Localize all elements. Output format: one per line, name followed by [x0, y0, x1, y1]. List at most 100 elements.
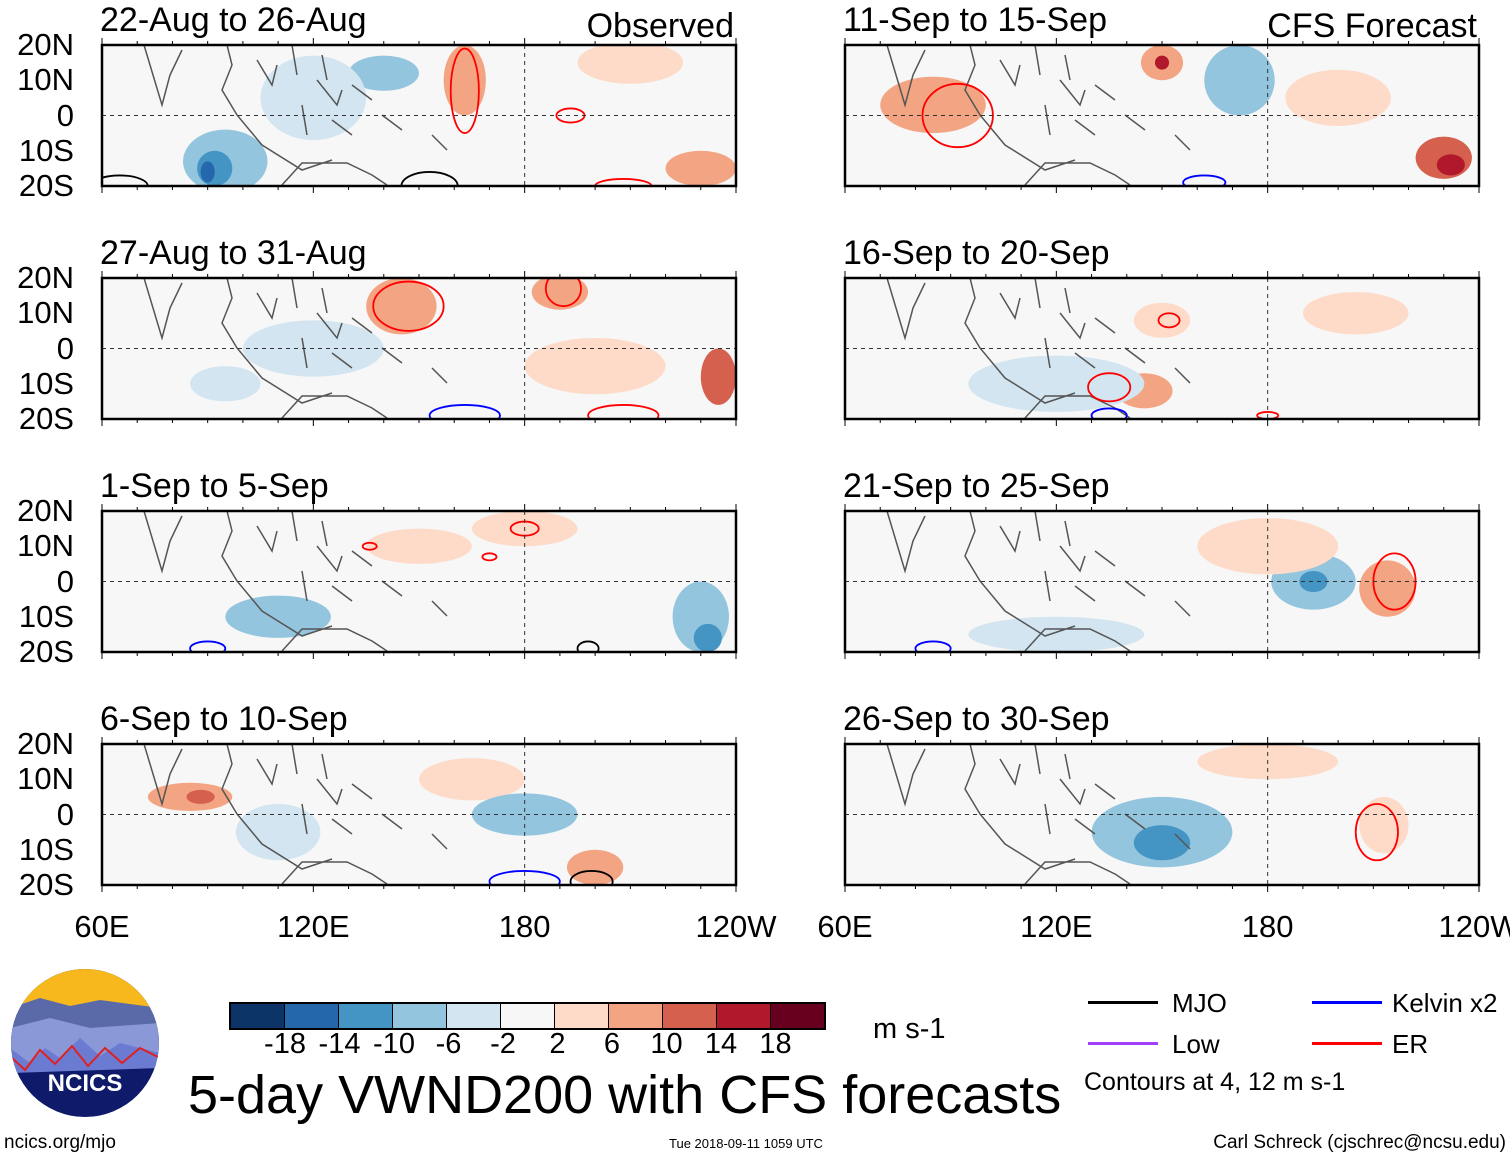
shading-region — [524, 337, 666, 395]
shading-region — [1302, 292, 1409, 335]
map-panel — [100, 737, 738, 892]
colorbar-swatch — [285, 1004, 339, 1028]
x-tick-label: 180 — [1241, 909, 1294, 944]
y-tick-label: 0 — [56, 563, 74, 599]
shading-region — [566, 849, 624, 885]
x-tick-label: 120W — [695, 909, 777, 944]
wave-contour — [361, 541, 378, 551]
legend-label-mjo: MJO — [1172, 988, 1227, 1018]
wave-contour — [594, 178, 653, 186]
ncics-logo: NCICS — [11, 969, 159, 1117]
colorbar-tick-label: -18 — [264, 1028, 306, 1060]
panel-label: Observed — [586, 7, 734, 45]
shading-region — [1299, 570, 1328, 593]
shading-region — [700, 348, 736, 405]
map-panel — [100, 271, 738, 426]
colorbar-tick-label: 14 — [704, 1028, 738, 1060]
shading-region — [693, 623, 722, 652]
y-tick-label: 20N — [17, 493, 74, 528]
panel-title: 1-Sep to 5-Sep — [100, 467, 329, 505]
panel-title: 6-Sep to 10-Sep — [100, 700, 348, 738]
shading-region — [968, 616, 1145, 652]
panel-title: 16-Sep to 20-Sep — [843, 234, 1110, 272]
colorbar-swatch — [717, 1004, 771, 1028]
map-panel — [843, 737, 1481, 892]
shading-region — [260, 55, 367, 141]
shading-region — [577, 45, 684, 84]
coastline — [143, 45, 448, 186]
panel-title: 26-Sep to 30-Sep — [843, 700, 1110, 738]
coastline — [143, 278, 448, 419]
colorbar-tick-label: 2 — [549, 1028, 566, 1060]
timestamp: Tue 2018-09-11 1059 UTC — [669, 1136, 823, 1151]
wave-contour — [481, 552, 498, 562]
shading-region — [1359, 796, 1409, 854]
wave-contour — [1090, 407, 1128, 419]
shading-region — [186, 789, 215, 804]
wave-contour — [914, 640, 952, 652]
shading-region — [1133, 825, 1191, 861]
colorbar-swatch — [231, 1004, 285, 1028]
colorbar-tick-label: 10 — [650, 1028, 683, 1060]
shading-region — [665, 150, 736, 186]
svg-text:NCICS: NCICS — [48, 1070, 123, 1097]
y-tick-label: 20N — [17, 27, 74, 62]
shading-region — [880, 76, 986, 134]
map-panel — [843, 38, 1481, 193]
legend-line-low — [1088, 1042, 1158, 1045]
y-tick-label: 10N — [17, 295, 74, 331]
colorbar-tick-label: -10 — [373, 1028, 415, 1060]
legend-label-low: Low — [1172, 1029, 1220, 1059]
coastline — [886, 511, 1191, 652]
map-panel — [843, 271, 1481, 426]
colorbar — [229, 1002, 826, 1030]
wave-contour — [1157, 312, 1181, 329]
shading-region — [471, 793, 578, 836]
shading-region — [348, 55, 419, 91]
y-tick-label: 0 — [56, 97, 74, 133]
chart-title: 5-day VWND200 with CFS forecasts — [188, 1065, 1062, 1125]
shading-region — [1436, 154, 1465, 176]
colorbar-units: m s-1 — [873, 1013, 946, 1045]
shading-region — [190, 366, 261, 402]
legend-label-kelvin: Kelvin x2 — [1392, 988, 1498, 1018]
wave-contour — [428, 404, 501, 419]
colorbar-swatch — [609, 1004, 663, 1028]
wave-contour — [1087, 372, 1132, 403]
shading-region — [1133, 302, 1191, 338]
x-tick-label: 120E — [1020, 909, 1093, 944]
x-tick-label: 60E — [817, 909, 873, 944]
colorbar-swatch — [555, 1004, 609, 1028]
y-tick-label: 10N — [17, 62, 74, 98]
wave-contour — [189, 640, 227, 652]
wave-contour — [587, 404, 660, 419]
y-tick-label: 20N — [17, 260, 74, 295]
shading-region — [443, 45, 486, 116]
colorbar-swatch — [447, 1004, 501, 1028]
site-link[interactable]: ncics.org/mjo — [4, 1132, 116, 1153]
shading-region — [419, 758, 525, 801]
legend-label-er: ER — [1392, 1029, 1429, 1059]
colorbar-tick-label: -6 — [435, 1028, 462, 1060]
shading-region — [1154, 55, 1170, 70]
coastline — [886, 744, 1191, 885]
shading-region — [200, 161, 215, 183]
map-panel — [843, 504, 1481, 659]
y-tick-label: 20S — [18, 401, 74, 436]
shading-region — [968, 355, 1145, 412]
y-tick-label: 10N — [17, 528, 74, 564]
y-tick-label: 20N — [17, 726, 74, 761]
colorbar-swatch — [501, 1004, 555, 1028]
colorbar-tick-label: -14 — [318, 1028, 361, 1060]
panel-title: 21-Sep to 25-Sep — [843, 467, 1110, 505]
wave-contour — [372, 280, 445, 332]
map-panel — [100, 38, 738, 193]
shading-region — [1285, 69, 1391, 127]
wave-contour — [1182, 174, 1227, 186]
x-tick-label: 60E — [74, 909, 130, 944]
x-tick-label: 120W — [1438, 909, 1510, 944]
y-tick-label: 10N — [17, 761, 74, 797]
y-tick-label: 0 — [56, 330, 74, 366]
y-tick-label: 20S — [18, 634, 74, 669]
colorbar-tick-label: -2 — [490, 1028, 516, 1060]
